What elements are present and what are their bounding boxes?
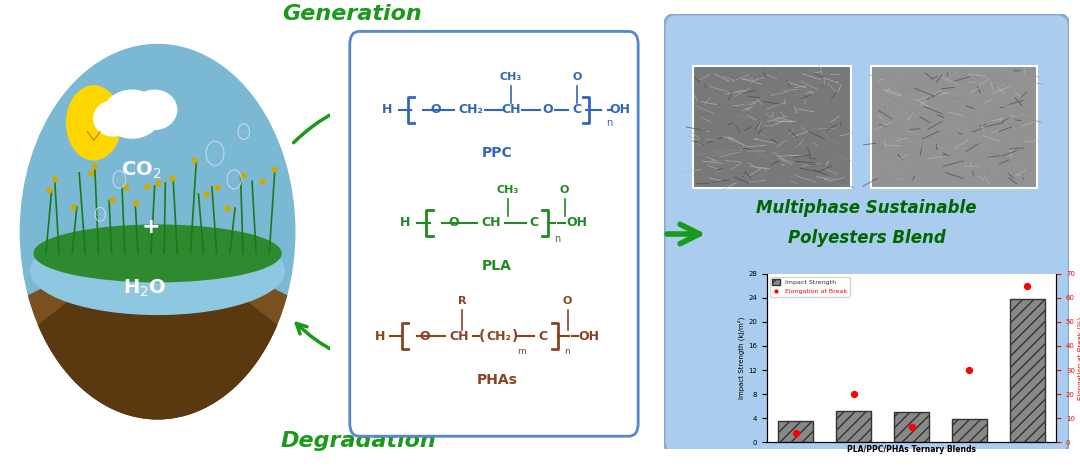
FancyBboxPatch shape [664,14,1069,453]
Text: (: ( [480,329,486,343]
Text: CH: CH [482,217,501,229]
Ellipse shape [94,101,132,136]
Bar [894,412,929,442]
Text: m: m [517,347,526,356]
Text: CO₂: CO₂ [230,177,239,182]
Text: H: H [381,103,392,116]
FancyBboxPatch shape [692,66,851,188]
Text: OH: OH [566,217,588,229]
Text: R: R [458,296,465,306]
Text: CO₂: CO₂ [96,212,105,217]
Text: O: O [430,103,441,116]
Ellipse shape [35,225,281,282]
Text: C: C [529,217,539,229]
Circle shape [21,44,295,419]
Bar [779,421,813,442]
Text: CH₃: CH₃ [500,72,522,82]
Circle shape [67,86,121,160]
Text: CH: CH [501,103,521,116]
Ellipse shape [104,90,161,138]
Text: O: O [572,72,581,82]
Y-axis label: Elongation at Break (%): Elongation at Break (%) [1078,316,1080,400]
Y-axis label: Impact Strength (kJ/m²): Impact Strength (kJ/m²) [738,317,745,399]
FancyArrowPatch shape [294,103,449,143]
Text: n: n [606,118,612,129]
Text: H: H [400,217,410,229]
Text: Multiphase Sustainable: Multiphase Sustainable [756,199,977,217]
Text: O: O [420,329,430,343]
FancyBboxPatch shape [870,66,1037,188]
Text: Polyesters Blend: Polyesters Blend [787,229,946,247]
Text: Generation: Generation [282,4,422,24]
Text: O: O [542,103,553,116]
X-axis label: PLA/PPC/PHAs Ternary Blends: PLA/PPC/PHAs Ternary Blends [847,445,976,454]
Text: PHAs: PHAs [476,373,517,387]
Text: ): ) [512,329,518,343]
Text: +: + [141,217,161,237]
Text: C: C [572,103,581,116]
Text: C: C [538,329,546,343]
Ellipse shape [30,227,284,314]
Text: CH: CH [449,329,469,343]
Text: CO₂: CO₂ [114,177,124,182]
Text: O: O [559,185,569,195]
Text: PPC: PPC [482,146,512,161]
FancyArrowPatch shape [296,321,453,360]
Point [961,366,978,374]
Text: OH: OH [579,329,599,343]
Text: H: H [375,329,386,343]
Text: CH₂: CH₂ [459,103,484,116]
Text: Degradation: Degradation [281,431,436,451]
Bar [1010,299,1044,442]
Ellipse shape [132,90,177,129]
Text: OH: OH [609,103,631,116]
Wedge shape [39,232,276,419]
Text: CO$_2$: CO$_2$ [121,160,162,182]
Text: CO₂: CO₂ [211,151,219,156]
Text: CH₂: CH₂ [486,329,511,343]
Point [1018,282,1036,290]
Wedge shape [29,232,286,419]
Text: CH₃: CH₃ [497,185,518,195]
Text: PLA: PLA [482,259,512,273]
Point [845,390,862,398]
Text: O: O [563,296,572,306]
Text: O: O [449,217,459,229]
Legend: Impact Strength, Elongation at Break: Impact Strength, Elongation at Break [770,277,850,297]
Text: n: n [565,347,570,356]
Text: CO₂: CO₂ [240,129,248,134]
Text: H$_2$O: H$_2$O [123,278,166,299]
Point [787,429,805,436]
Bar [953,419,987,442]
Text: n: n [554,234,561,244]
Bar [836,411,870,442]
FancyBboxPatch shape [350,31,638,436]
Point [903,423,920,431]
